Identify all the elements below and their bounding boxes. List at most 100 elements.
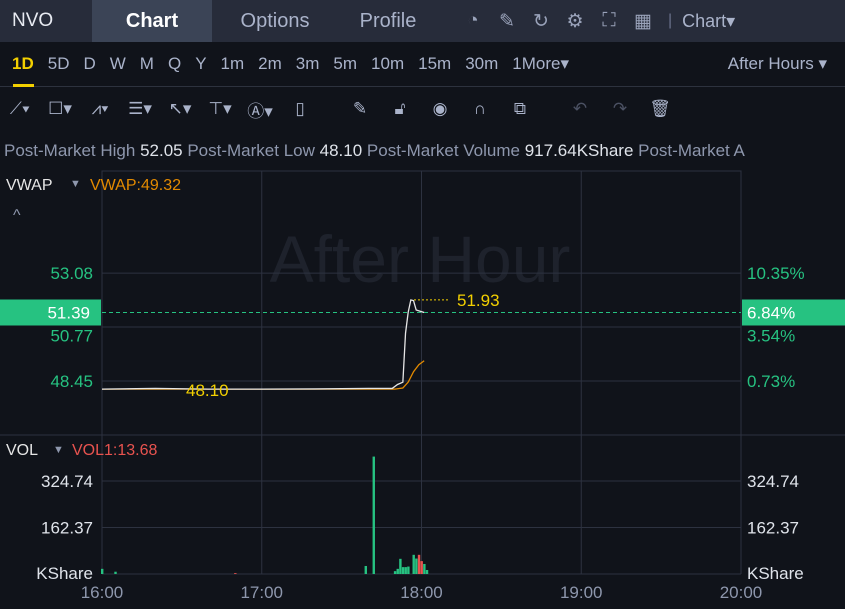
period-w[interactable]: W <box>109 54 126 73</box>
period-1more[interactable]: 1More▾ <box>512 54 570 73</box>
candlestick-icon[interactable]: ▯ <box>295 99 305 118</box>
drawing-toolbar: ⟋▾ ☐▾ ⩘▾ ☰▾ ↖▾ ⊤▾ Ⓐ▾ ▯ ✎ 🔓︎ ◉ ∩ ⧉ ↶ ↷ 🗑︎ <box>0 88 845 130</box>
vol-tick-label: 162.37 <box>41 519 93 538</box>
pencil-icon[interactable]: ✎ <box>352 99 368 118</box>
period-2m[interactable]: 2m <box>258 54 282 73</box>
vwap-value: VWAP:49.32 <box>90 177 182 194</box>
period-15m[interactable]: 15m <box>418 54 452 73</box>
vol-value: VOL1:13.68 <box>72 442 158 459</box>
current-pct-badge <box>742 299 845 326</box>
volume-bar <box>396 568 399 574</box>
period-1m[interactable]: 1m <box>220 54 245 73</box>
rectangle-tool-icon[interactable]: ☐▾ <box>48 99 72 118</box>
y-tick-label-right: 3.54% <box>747 326 795 345</box>
high-value: 52.05 <box>140 141 183 160</box>
volume-bar <box>101 568 104 574</box>
tab-profile[interactable]: Profile <box>359 9 417 32</box>
y-tick-label: 48.45 <box>50 372 93 391</box>
eye-icon[interactable]: ◉ <box>432 99 448 118</box>
vol-tick-label-right: 324.74 <box>747 472 799 491</box>
line-tool-icon[interactable]: ⟋▾ <box>9 99 31 118</box>
volume-bar <box>425 569 429 574</box>
low-value: 48.10 <box>319 141 363 160</box>
top-bar: NVO Chart Options Profile ◔ ✎ ↻ ⚙ ⛶ ▦ | … <box>0 0 845 42</box>
fullscreen-icon[interactable]: ⛶ <box>602 10 616 31</box>
divider: | <box>668 12 673 29</box>
low-label: Post-Market Low <box>187 141 315 160</box>
x-tick-label: 16:00 <box>81 583 124 602</box>
period-q[interactable]: Q <box>167 54 182 73</box>
vwap-line <box>102 360 425 390</box>
vwap-indicator-name[interactable]: VWAP <box>6 177 53 194</box>
grid-icon[interactable]: ▦ <box>634 10 652 32</box>
period-3m[interactable]: 3m <box>295 54 320 73</box>
volume-bar <box>364 565 367 574</box>
trash-icon[interactable]: 🗑︎ <box>649 99 671 118</box>
low-marker: 48.10 <box>186 381 229 400</box>
layers-icon[interactable]: ⧉ <box>513 99 527 118</box>
refresh-icon[interactable]: ↻ <box>533 10 549 32</box>
vol-indicator-name[interactable]: VOL <box>6 442 39 459</box>
period-1d[interactable]: 1D <box>5 54 41 87</box>
period-5m[interactable]: 5m <box>333 54 358 73</box>
vol-dropdown-icon[interactable]: ▼ <box>53 444 64 456</box>
vwap-dropdown-icon[interactable]: ▼ <box>70 178 81 190</box>
price-line <box>101 299 425 390</box>
chart-menu[interactable]: Chart▾ <box>682 10 736 31</box>
high-label: Post-Market High <box>4 141 136 160</box>
x-tick-label: 20:00 <box>720 583 763 602</box>
watermark: After Hour <box>270 222 571 296</box>
unlock-icon[interactable]: 🔓︎ <box>394 99 406 118</box>
vol-tick-label-right: 162.37 <box>747 519 799 538</box>
volume-bar <box>234 573 237 574</box>
y-tick-label-right: 10.35% <box>747 264 805 283</box>
gear-icon[interactable]: ⚙ <box>566 10 584 32</box>
volume-bar <box>407 566 410 574</box>
volume-bar <box>372 456 375 574</box>
period-5d[interactable]: 5D <box>47 54 70 73</box>
period-d[interactable]: D <box>83 54 96 73</box>
session-dropdown[interactable]: After Hours ▾ <box>727 54 827 73</box>
pattern-tool-icon[interactable]: ⩘▾ <box>91 99 109 118</box>
y-tick-label: 50.77 <box>50 326 93 345</box>
volume-bar <box>423 563 426 574</box>
collapse-icon[interactable]: ^ <box>13 207 21 224</box>
tab-chart[interactable]: Chart <box>92 0 212 42</box>
volume-bar <box>412 554 415 574</box>
current-price: 51.39 <box>47 303 90 322</box>
arrow-tool-icon[interactable]: ↖▾ <box>168 99 192 118</box>
symbol: NVO <box>12 10 54 31</box>
x-tick-label: 19:00 <box>560 583 603 602</box>
volume-bar <box>417 554 421 574</box>
fibonacci-tool-icon[interactable]: ☰▾ <box>128 99 152 118</box>
vol-unit: KShare <box>36 564 93 583</box>
period-m[interactable]: M <box>139 54 154 73</box>
period-10m[interactable]: 10m <box>371 54 405 73</box>
period-bar: 1D 5D D W M Q Y 1m 2m 3m 5m 10m 15m 30m 1More▾ After Ho… <box>0 42 845 87</box>
period-30m[interactable]: 30m <box>465 54 499 73</box>
volume-bar <box>399 558 402 574</box>
redo-icon[interactable]: ↷ <box>612 99 628 118</box>
volume-bar <box>415 558 418 574</box>
text-tool-icon[interactable]: Ⓐ▾ <box>247 101 273 121</box>
volume-bar <box>420 561 423 574</box>
volume-bar <box>401 567 405 574</box>
edit-icon[interactable]: ✎ <box>499 10 515 32</box>
y-tick-label: 53.08 <box>50 264 93 283</box>
post-market-stats: Post-Market High 52.05 Post-Market Low 4… <box>4 141 745 161</box>
y-tick-label-right: 0.73% <box>747 372 795 391</box>
volume-bar <box>393 571 397 574</box>
high-marker: 51.93 <box>457 291 500 310</box>
volume-label: Post-Market Volume <box>366 141 520 160</box>
measure-tool-icon[interactable]: ⊤▾ <box>208 99 232 118</box>
volume-bar <box>404 567 407 574</box>
x-tick-label: 18:00 <box>400 583 443 602</box>
gauge-icon[interactable]: ◔ <box>467 10 479 31</box>
period-y[interactable]: Y <box>195 54 207 73</box>
undo-icon[interactable]: ↶ <box>572 99 588 118</box>
current-pct: 6.84% <box>747 303 795 322</box>
volume-bar <box>114 571 117 574</box>
magnet-icon[interactable]: ∩ <box>473 99 487 118</box>
tab-options[interactable]: Options <box>240 9 310 32</box>
